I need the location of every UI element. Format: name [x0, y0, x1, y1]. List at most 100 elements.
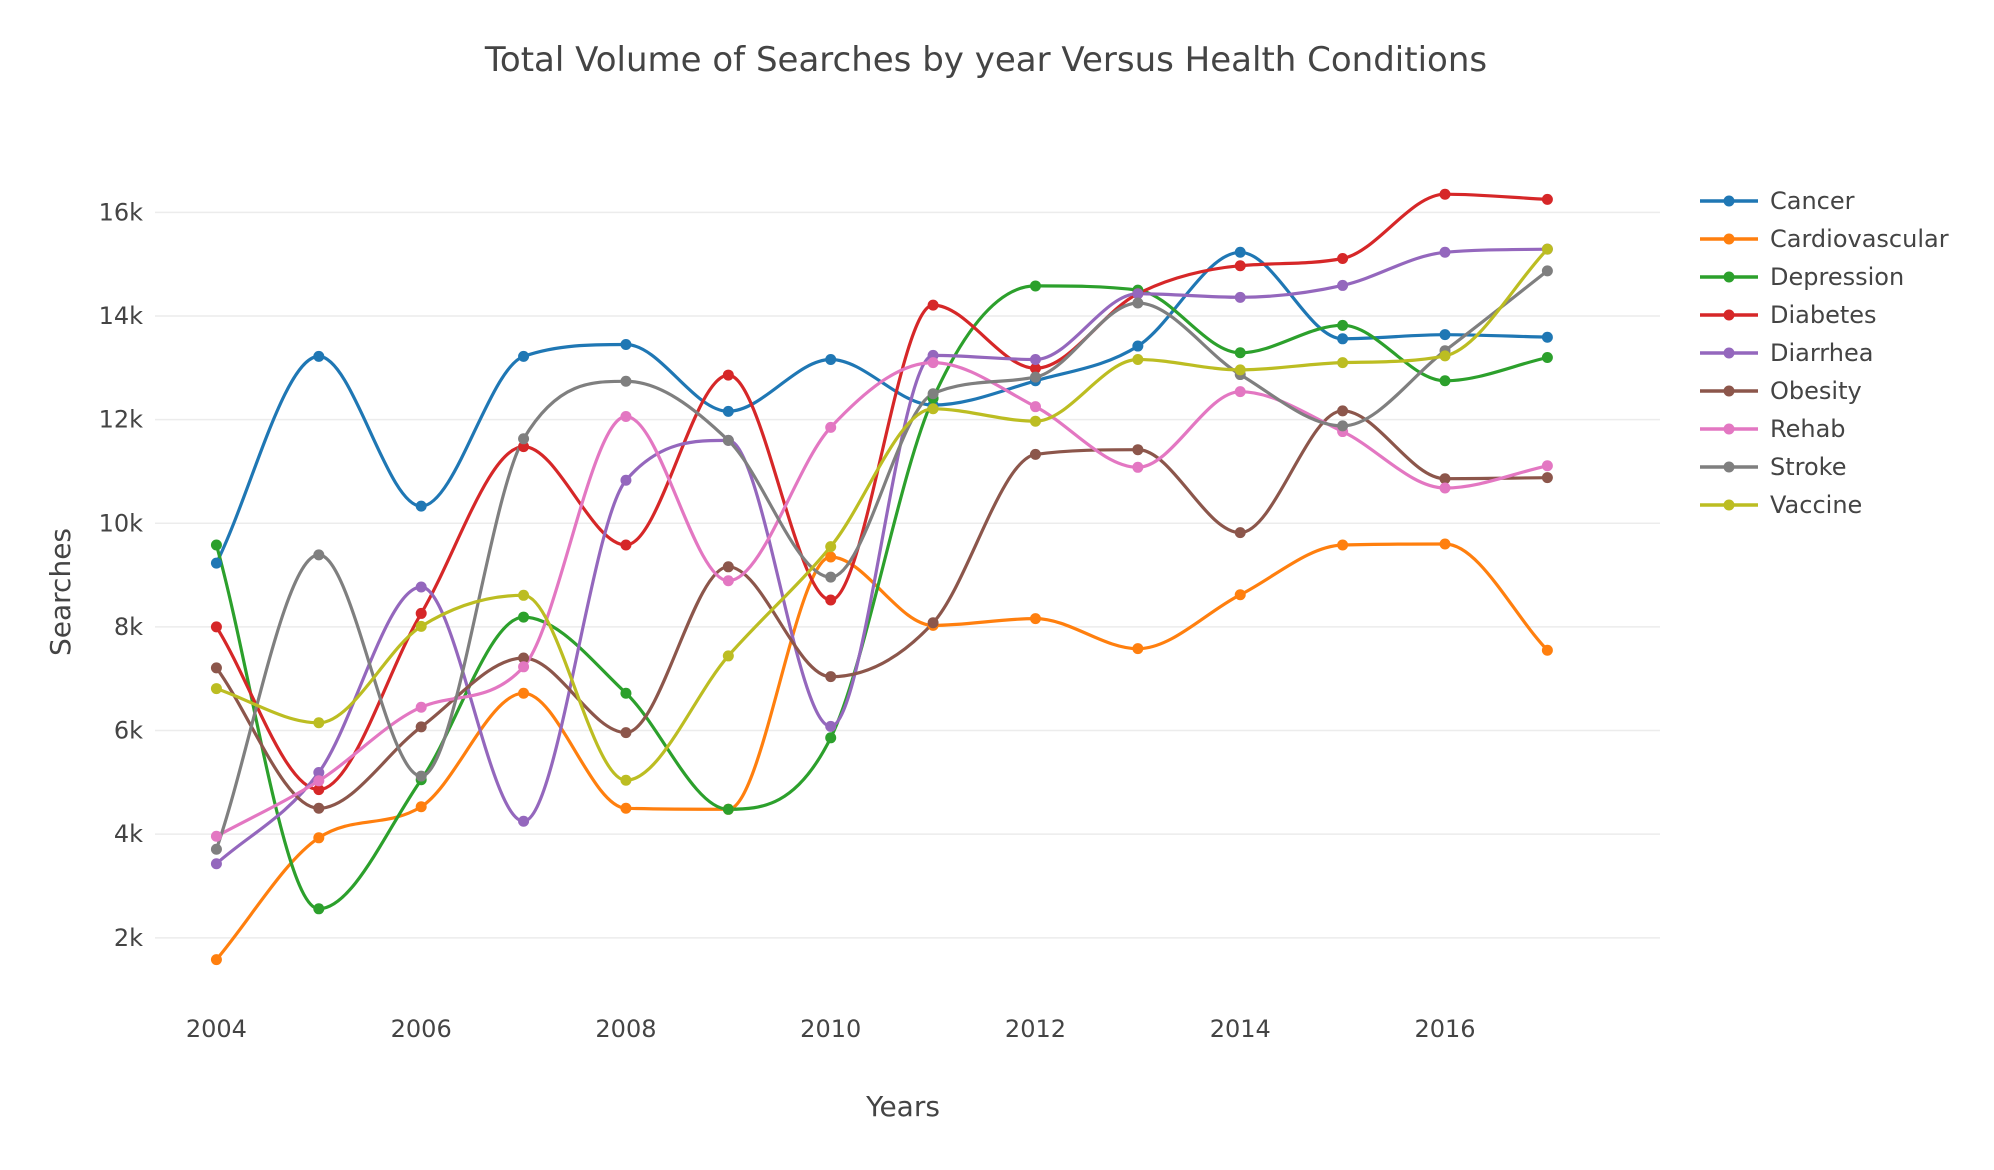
- legend-label-depression: Depression: [1770, 263, 1904, 291]
- data-point-rehab: [722, 575, 734, 587]
- data-point-diabetes: [518, 441, 530, 453]
- data-point-depression: [313, 903, 325, 915]
- data-point-cancer: [415, 500, 427, 512]
- data-point-vaccine: [518, 589, 530, 601]
- data-point-diabetes: [722, 369, 734, 381]
- data-point-cancer: [518, 350, 530, 362]
- data-point-obesity: [620, 727, 632, 739]
- data-point-cancer: [825, 354, 837, 366]
- series-line-vaccine: [215, 248, 1549, 782]
- data-point-depression: [620, 687, 632, 699]
- x-tick-label: 2016: [1414, 1015, 1475, 1043]
- data-point-obesity: [825, 671, 837, 683]
- x-tick-label: 2010: [800, 1015, 861, 1043]
- y-tick-label: 4k: [114, 820, 143, 848]
- y-tick-label: 14k: [99, 302, 144, 330]
- x-tick-label: 2014: [1210, 1015, 1271, 1043]
- data-point-stroke: [1337, 420, 1349, 432]
- data-point-obesity: [518, 652, 530, 664]
- data-point-stroke: [518, 433, 530, 445]
- data-point-obesity: [1132, 444, 1144, 456]
- data-point-depression: [210, 539, 222, 551]
- x-tick-label: 2006: [391, 1015, 452, 1043]
- x-tick-label: 2004: [186, 1015, 247, 1043]
- data-point-cardiovascular: [825, 551, 837, 563]
- data-point-stroke: [210, 843, 222, 855]
- data-point-rehab: [825, 421, 837, 433]
- data-point-cardiovascular: [210, 954, 222, 966]
- data-point-diarrhea: [313, 767, 325, 779]
- data-point-stroke: [1541, 265, 1553, 277]
- series-line-cancer: [214, 250, 1548, 564]
- data-point-diabetes: [927, 299, 939, 311]
- y-tick-label: 8k: [114, 613, 143, 641]
- data-point-depression: [1337, 319, 1349, 331]
- data-point-depression: [1234, 347, 1246, 359]
- data-point-stroke: [722, 434, 734, 446]
- data-point-stroke: [1029, 371, 1041, 383]
- data-point-vaccine: [1439, 350, 1451, 362]
- data-point-obesity: [722, 561, 734, 573]
- legend-marker-vaccine: [1723, 499, 1735, 511]
- legend: Cancer Cardiovascular Depression Diabetes Di…: [1700, 187, 1949, 519]
- data-point-diarrhea: [415, 581, 427, 593]
- gridlines: [155, 211, 1660, 939]
- data-point-diabetes: [1541, 193, 1553, 205]
- legend-marker-cardiovascular: [1723, 233, 1735, 245]
- data-point-vaccine: [620, 774, 632, 786]
- data-point-vaccine: [415, 620, 427, 632]
- data-point-cardiovascular: [415, 801, 427, 813]
- data-point-depression: [1541, 351, 1553, 363]
- data-point-stroke: [825, 571, 837, 583]
- legend-marker-diarrhea: [1723, 347, 1735, 359]
- data-point-vaccine: [825, 541, 837, 553]
- data-point-rehab: [313, 775, 325, 787]
- data-point-cancer: [210, 557, 222, 569]
- data-point-stroke: [1132, 297, 1144, 309]
- data-point-vaccine: [927, 403, 939, 415]
- data-point-stroke: [620, 375, 632, 387]
- data-point-obesity: [415, 721, 427, 733]
- data-point-depression: [518, 611, 530, 623]
- data-point-stroke: [415, 770, 427, 782]
- legend-marker-rehab: [1723, 423, 1735, 435]
- data-point-cancer: [1234, 246, 1246, 258]
- data-point-diabetes: [1029, 362, 1041, 374]
- x-axis-ticks: 2004 2006 2008 2010 2012 2014 2016: [186, 1015, 1476, 1043]
- data-point-diabetes: [1234, 260, 1246, 272]
- legend-label-vaccine: Vaccine: [1770, 491, 1862, 519]
- data-point-cardiovascular: [518, 687, 530, 699]
- y-tick-label: 10k: [99, 509, 144, 537]
- series-line-stroke: [214, 269, 1549, 850]
- legend-marker-obesity: [1723, 385, 1735, 397]
- data-point-cardiovascular: [1029, 613, 1041, 625]
- legend-label-rehab: Rehab: [1770, 415, 1846, 443]
- legend-label-diabetes: Diabetes: [1770, 301, 1877, 329]
- series-points: [210, 188, 1553, 966]
- data-point-obesity: [1029, 448, 1041, 460]
- data-point-vaccine: [1029, 415, 1041, 427]
- data-point-cancer: [1337, 333, 1349, 345]
- data-point-obesity: [1439, 473, 1451, 485]
- data-point-depression: [722, 803, 734, 815]
- data-point-obesity: [927, 617, 939, 629]
- data-point-stroke: [313, 549, 325, 561]
- legend-marker-stroke: [1723, 461, 1735, 473]
- data-point-diarrhea: [1337, 279, 1349, 291]
- data-point-diarrhea: [620, 474, 632, 486]
- data-point-rehab: [620, 411, 632, 423]
- data-point-cancer: [722, 405, 734, 417]
- data-point-diabetes: [1439, 188, 1451, 200]
- x-axis-title: Years: [865, 1090, 940, 1123]
- data-point-cardiovascular: [1439, 538, 1451, 550]
- legend-label-cancer: Cancer: [1770, 187, 1855, 215]
- legend-label-diarrhea: Diarrhea: [1770, 339, 1873, 367]
- data-point-vaccine: [1132, 354, 1144, 366]
- data-point-depression: [1439, 375, 1451, 387]
- data-point-diabetes: [415, 607, 427, 619]
- data-point-rehab: [927, 357, 939, 369]
- y-axis-title: Searches: [44, 528, 77, 656]
- data-point-diabetes: [825, 594, 837, 606]
- legend-label-obesity: Obesity: [1770, 377, 1862, 405]
- series-line-diarrhea: [215, 247, 1548, 865]
